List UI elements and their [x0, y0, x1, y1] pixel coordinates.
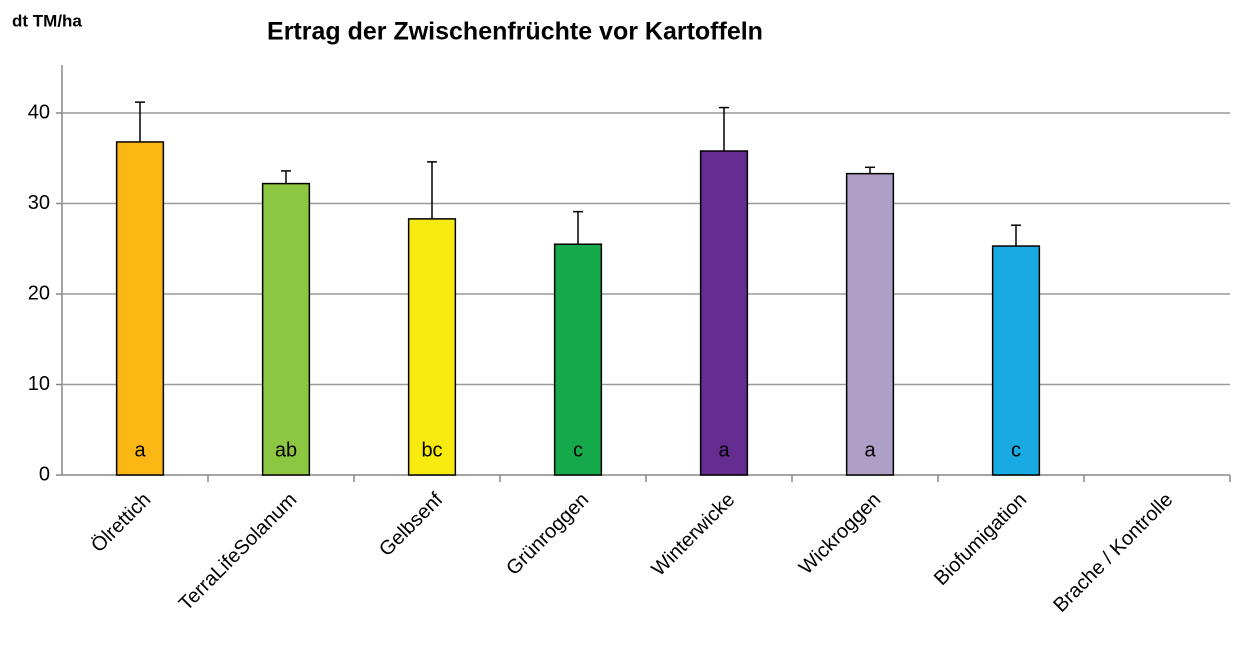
x-tick-label: TerraLifeSolanum — [175, 489, 301, 615]
y-tick-label: 40 — [28, 101, 50, 123]
bar — [115, 141, 165, 476]
significance-letter: c — [573, 439, 583, 461]
significance-letter: ab — [275, 439, 297, 461]
significance-letter: a — [864, 439, 876, 461]
bar — [699, 150, 749, 476]
y-tick-label: 30 — [28, 192, 50, 214]
chart-title: Ertrag der Zwischenfrüchte vor Kartoffel… — [267, 18, 763, 46]
significance-letter: bc — [421, 439, 442, 461]
bar — [845, 172, 895, 476]
significance-letter: a — [718, 439, 730, 461]
y-tick-label: 0 — [39, 463, 50, 485]
x-tick-label: Winterwicke — [647, 489, 739, 581]
x-tick-label: Brache / Kontrolle — [1049, 489, 1177, 617]
bar — [261, 182, 311, 476]
y-axis-title: dt TM/ha — [12, 11, 82, 30]
significance-letter: a — [134, 439, 146, 461]
bar — [991, 245, 1041, 476]
y-tick-label: 10 — [28, 373, 50, 395]
x-tick-label: Gelbsenf — [375, 488, 447, 560]
significance-letter: c — [1011, 439, 1021, 461]
x-tick-label: Biofumigation — [930, 489, 1031, 590]
bar — [407, 218, 457, 476]
x-tick-label: Grünroggen — [502, 489, 593, 580]
y-tick-label: 20 — [28, 282, 50, 304]
x-tick-label: Ölrettich — [87, 489, 155, 557]
x-tick-label: Wickroggen — [795, 489, 885, 579]
bar — [553, 243, 603, 476]
